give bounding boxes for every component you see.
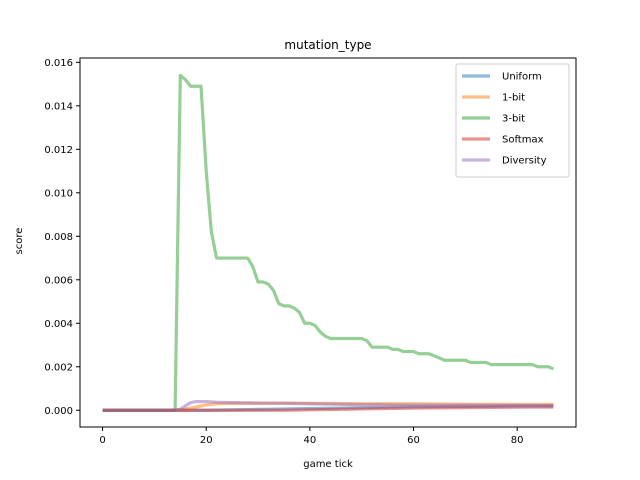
- series-line-5: [102, 399, 554, 412]
- plot-frame: [79, 57, 577, 428]
- x-tick-label: 20: [200, 435, 213, 446]
- chart-title: mutation_type: [284, 38, 371, 52]
- x-tick-label: 0: [99, 435, 105, 446]
- series-layer: [102, 73, 555, 412]
- legend-label: Softmax: [502, 135, 544, 146]
- legend-label: Uniform: [502, 72, 542, 83]
- legend-label: 3-bit: [502, 114, 525, 125]
- y-tick-label: 0.002: [44, 362, 73, 373]
- x-tick-label: 80: [511, 435, 524, 446]
- series-line-3: [102, 73, 555, 412]
- axes-layer: 0 20 40 60 80 0.000 0.002 0.004 0.006 0.008 0.010 0…: [44, 57, 577, 446]
- y-axis-title: score: [14, 228, 25, 255]
- x-axis-title: game tick: [303, 459, 353, 470]
- series-line-4: [102, 405, 554, 412]
- x-tick-label: 60: [407, 435, 420, 446]
- y-tick-label: 0.012: [44, 145, 73, 156]
- y-tick-label: 0.008: [44, 232, 73, 243]
- y-tick-label: 0.010: [44, 188, 73, 199]
- y-tick-label: 0.006: [44, 275, 73, 286]
- x-tick-label: 40: [303, 435, 316, 446]
- y-tick-label: 0.016: [44, 58, 73, 69]
- legend: Uniform 1-bit 3-bit Softmax Diversity: [455, 63, 570, 178]
- legend-label: 1-bit: [502, 93, 525, 104]
- y-tick-label: 0.014: [44, 101, 73, 112]
- legend-box: [455, 63, 570, 178]
- y-tick-label: 0.004: [44, 319, 73, 330]
- legend-label: Diversity: [502, 156, 547, 167]
- y-tick-label: 0.000: [44, 406, 73, 417]
